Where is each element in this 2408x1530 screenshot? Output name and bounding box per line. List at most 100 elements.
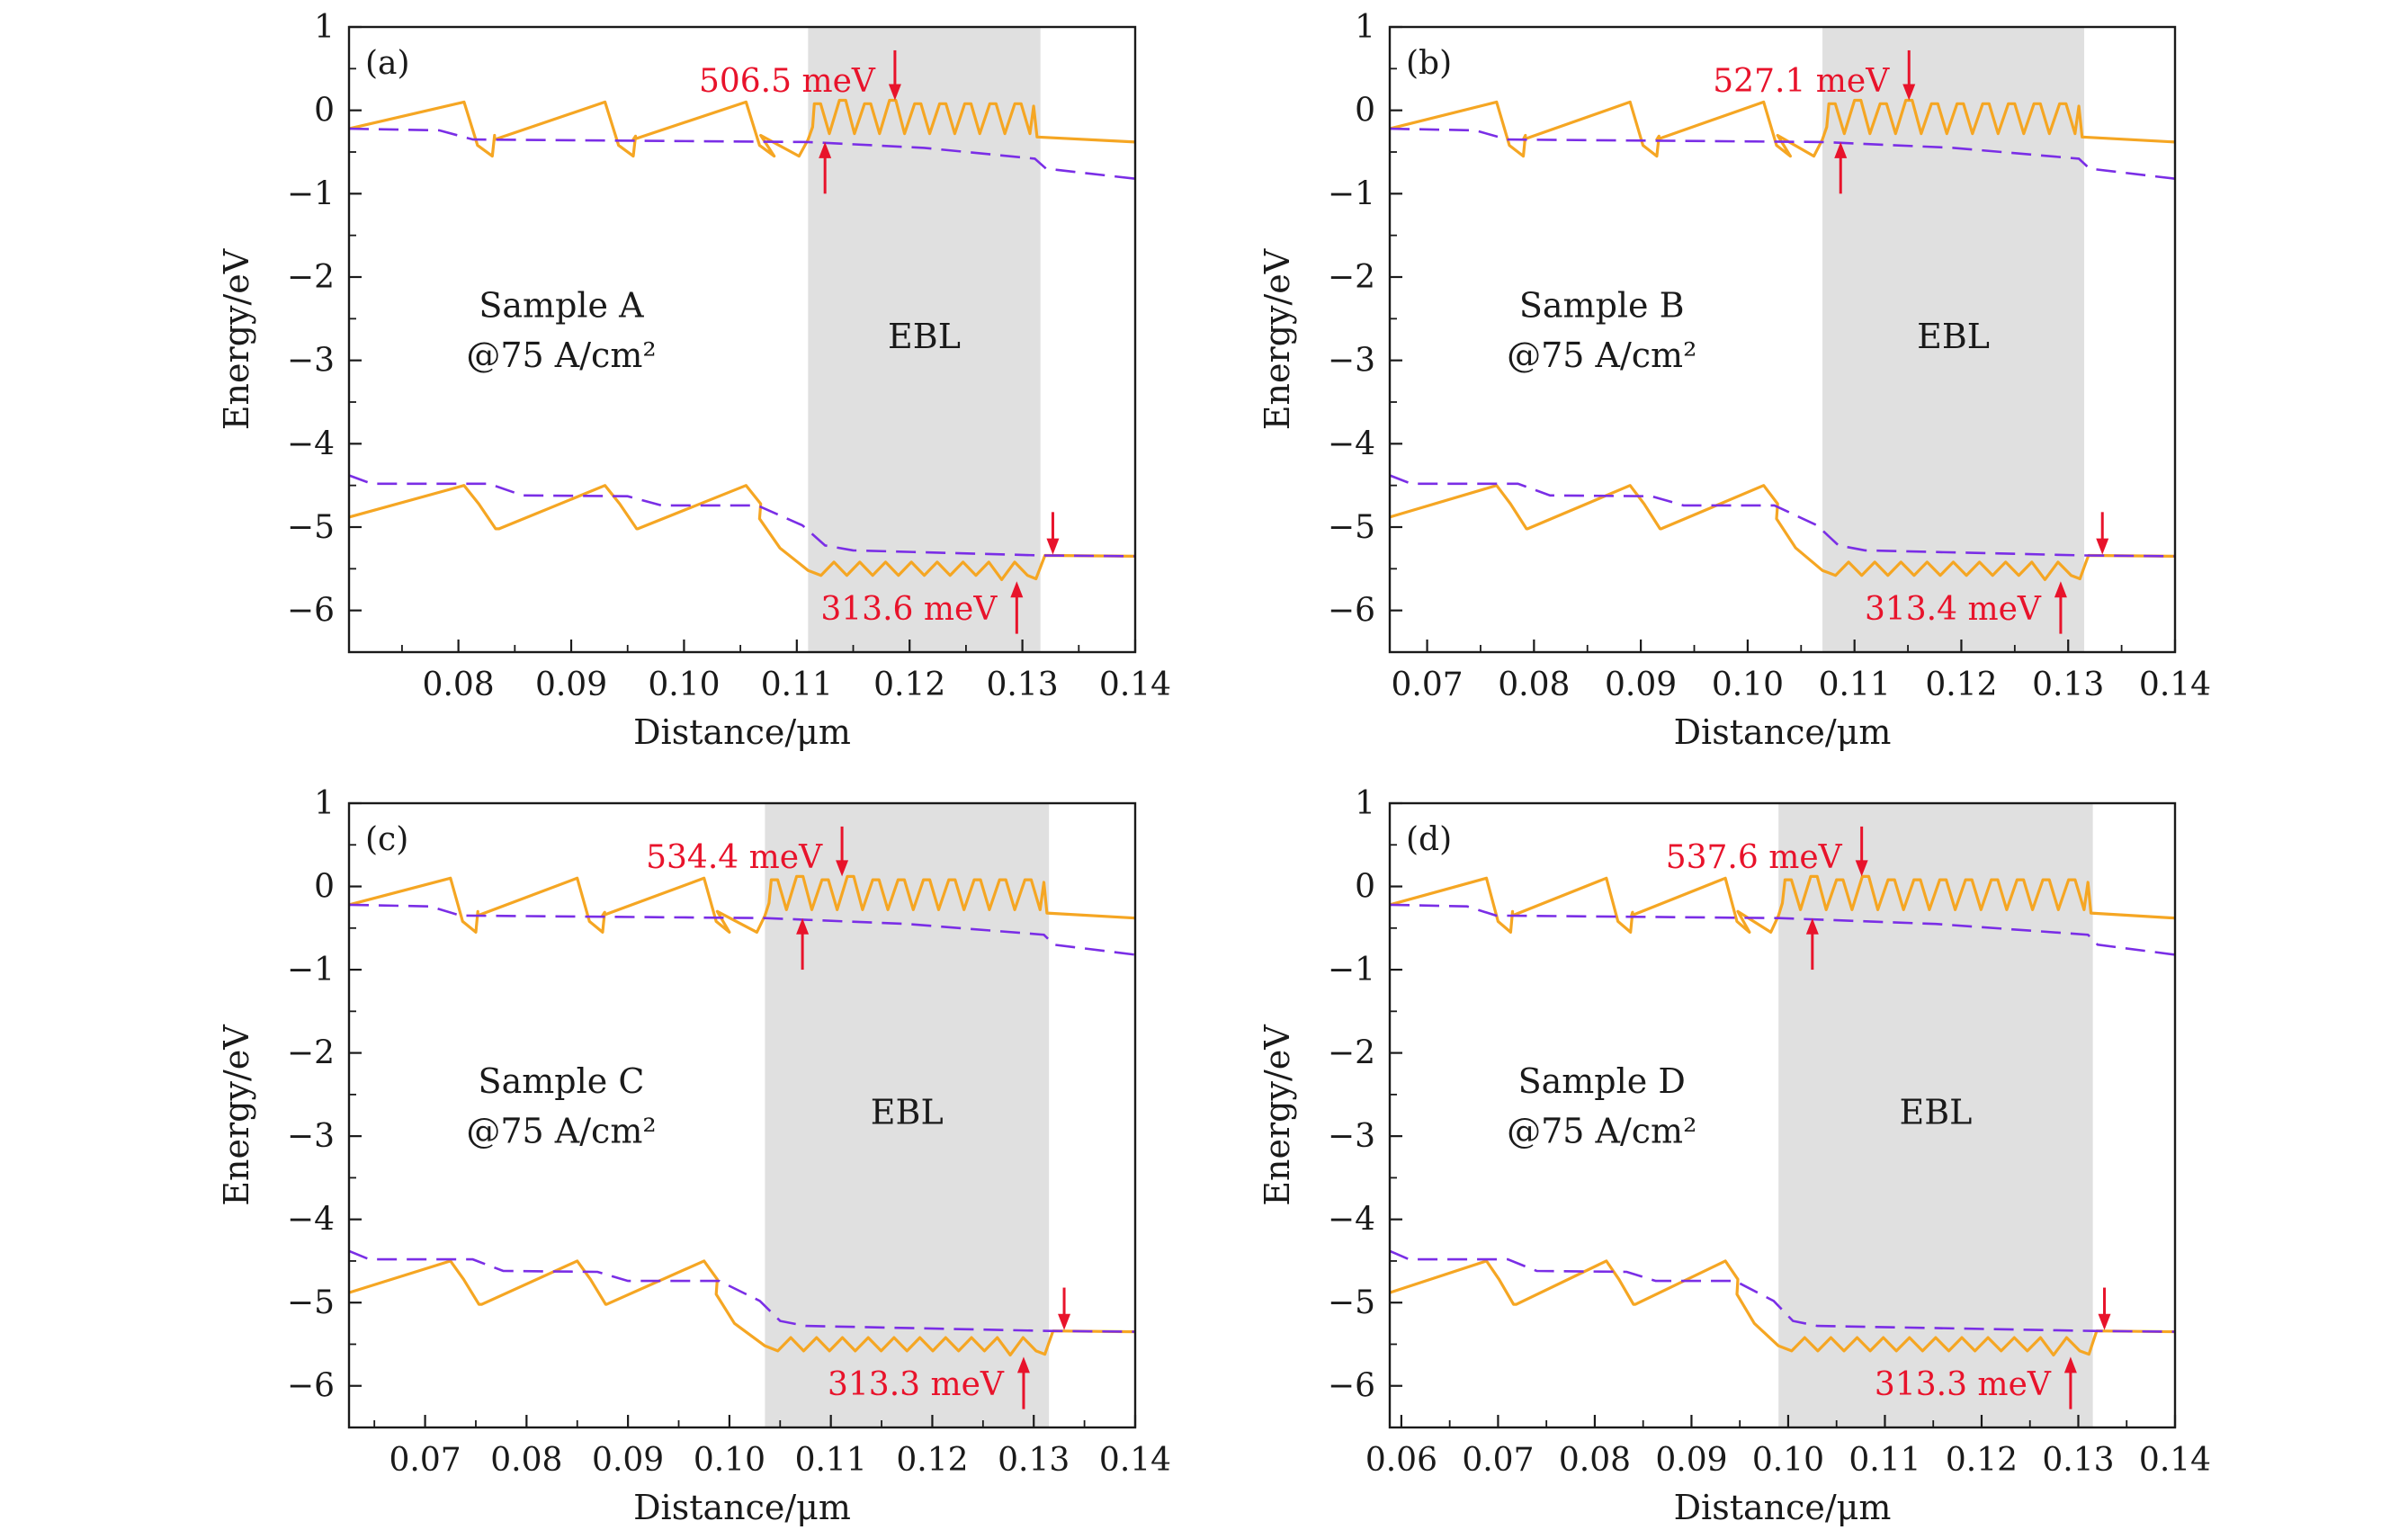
upper-barrier-annotation: 534.4 meV [646, 839, 823, 876]
x-tick-label: 0.14 [1099, 667, 1171, 703]
y-axis-title: Energy/eV [1258, 1024, 1297, 1206]
panel-label: (d) [1406, 821, 1452, 858]
y-tick-label: −6 [287, 593, 335, 630]
y-tick-label: −3 [287, 343, 335, 380]
y-tick-label: 0 [1355, 93, 1375, 130]
y-tick-label: −2 [287, 259, 335, 296]
lower-down-arrow-head [2098, 1313, 2111, 1330]
x-tick-label: 0.12 [873, 667, 945, 703]
current-density-label: @75 A/cm² [466, 1112, 656, 1151]
y-axis-title: Energy/eV [217, 248, 256, 430]
y-tick-label: −4 [1328, 1202, 1375, 1239]
y-tick-label: −5 [1328, 509, 1375, 546]
y-tick-label: 1 [314, 9, 335, 46]
lower-up-arrow-head [2054, 581, 2067, 598]
y-tick-label: 0 [1355, 869, 1375, 906]
y-tick-label: −3 [287, 1118, 335, 1155]
y-tick-label: −2 [1328, 1035, 1375, 1072]
conduction-band-line [348, 874, 1136, 935]
current-density-label: @75 A/cm² [1507, 1112, 1696, 1151]
sample-label: Sample A [479, 285, 644, 325]
x-tick-label: 0.12 [1946, 1442, 2018, 1479]
upper-up-arrow-head [1805, 917, 1819, 935]
x-tick-label: 0.06 [1365, 1442, 1437, 1479]
x-axis-title: Distance/μm [1674, 712, 1892, 752]
x-tick-label: 0.12 [1925, 667, 1997, 703]
current-density-label: @75 A/cm² [466, 336, 656, 375]
y-tick-label: −6 [287, 1368, 335, 1405]
y-tick-label: −5 [1328, 1284, 1375, 1321]
lower-barrier-annotation: 313.4 meV [1865, 591, 2042, 628]
y-tick-label: −2 [1328, 259, 1375, 296]
chart-panel-d: 1 0 −1 −2 −3 −4 −5 −6 0.06 0.07 0.08 0.09 0.10 0.11 0.… [1258, 785, 2211, 1527]
sample-label: Sample B [1519, 285, 1685, 325]
x-tick-label: 0.08 [1498, 667, 1570, 703]
y-tick-label: −4 [287, 425, 335, 462]
valence-band-line [1389, 1259, 2176, 1357]
x-tick-label: 0.09 [592, 1442, 664, 1479]
axes-frame [347, 25, 1137, 654]
upper-up-arrow-head [796, 917, 810, 935]
x-tick-label: 0.10 [694, 1442, 765, 1479]
x-tick-label: 0.08 [1559, 1442, 1631, 1479]
panel-label: (b) [1406, 45, 1452, 82]
upper-down-arrow-head [1855, 860, 1868, 877]
x-tick-label: 0.09 [535, 667, 607, 703]
x-tick-label: 0.14 [1099, 1442, 1171, 1479]
x-tick-label: 0.08 [423, 667, 495, 703]
valence-band-line [348, 1259, 1136, 1357]
x-tick-label: 0.09 [1655, 1442, 1727, 1479]
y-tick-label: −1 [287, 175, 335, 212]
x-tick-label: 0.11 [1819, 667, 1891, 703]
current-density-label: @75 A/cm² [1507, 336, 1696, 375]
y-tick-label: 1 [1355, 9, 1375, 46]
ebl-region [808, 27, 1041, 652]
y-tick-label: 0 [314, 93, 335, 130]
lower-barrier-annotation: 313.3 meV [828, 1366, 1005, 1403]
y-axis-title: Energy/eV [217, 1024, 256, 1206]
x-tick-label: 0.13 [987, 667, 1059, 703]
y-tick-label: −3 [1328, 343, 1375, 380]
x-tick-label: 0.11 [795, 1442, 867, 1479]
chart-panel-b: 1 0 −1 −2 −3 −4 −5 −6 0.07 0.08 0.09 0.10 0.11 0.12 0.… [1258, 9, 2211, 752]
upper-up-arrow-head [1834, 141, 1848, 158]
x-tick-label: 0.11 [1849, 1442, 1920, 1479]
y-tick-label: −1 [287, 952, 335, 989]
lower-barrier-annotation: 313.3 meV [1875, 1366, 2052, 1403]
x-tick-label: 0.13 [998, 1442, 1070, 1479]
x-tick-label: 0.08 [490, 1442, 562, 1479]
ebl-label: EBL [888, 317, 961, 356]
electron-fermi-line [348, 903, 1136, 956]
x-tick-label: 0.09 [1605, 667, 1677, 703]
sample-label: Sample C [479, 1061, 645, 1101]
upper-up-arrow-head [819, 141, 832, 158]
lower-up-arrow-head [1010, 581, 1024, 598]
ebl-region [1778, 803, 2093, 1427]
y-axis-title: Energy/eV [1258, 248, 1297, 430]
x-tick-label: 0.10 [1752, 1442, 1824, 1479]
upper-down-arrow-head [1902, 84, 1916, 101]
x-axis-title: Distance/μm [633, 712, 851, 752]
x-tick-label: 0.07 [389, 1442, 461, 1479]
x-tick-label: 0.10 [1712, 667, 1784, 703]
ebl-label: EBL [1899, 1092, 1972, 1132]
x-tick-label: 0.13 [2042, 1442, 2114, 1479]
electron-fermi-line [1389, 127, 2176, 180]
lower-barrier-annotation: 313.6 meV [820, 591, 998, 628]
y-tick-label: −6 [1328, 1368, 1375, 1405]
conduction-band-line [1389, 874, 2176, 935]
x-axis-title: Distance/μm [633, 1488, 851, 1527]
x-tick-label: 0.07 [1391, 667, 1463, 703]
hole-fermi-line [1389, 474, 2176, 558]
axes-frame [1388, 25, 2177, 654]
y-tick-label: −6 [1328, 593, 1375, 630]
valence-band-line [1389, 484, 2176, 582]
y-tick-label: 1 [1355, 785, 1375, 822]
chart-panel-c: 1 0 −1 −2 −3 −4 −5 −6 0.07 0.08 0.09 0.10 0.11 0.12 0.… [217, 785, 1171, 1527]
x-tick-label: 0.14 [2139, 1442, 2211, 1479]
upper-barrier-annotation: 537.6 meV [1666, 839, 1843, 876]
y-tick-label: −3 [1328, 1118, 1375, 1155]
y-tick-label: 0 [314, 869, 335, 906]
y-tick-label: −1 [1328, 952, 1375, 989]
axes-frame [1388, 801, 2177, 1429]
